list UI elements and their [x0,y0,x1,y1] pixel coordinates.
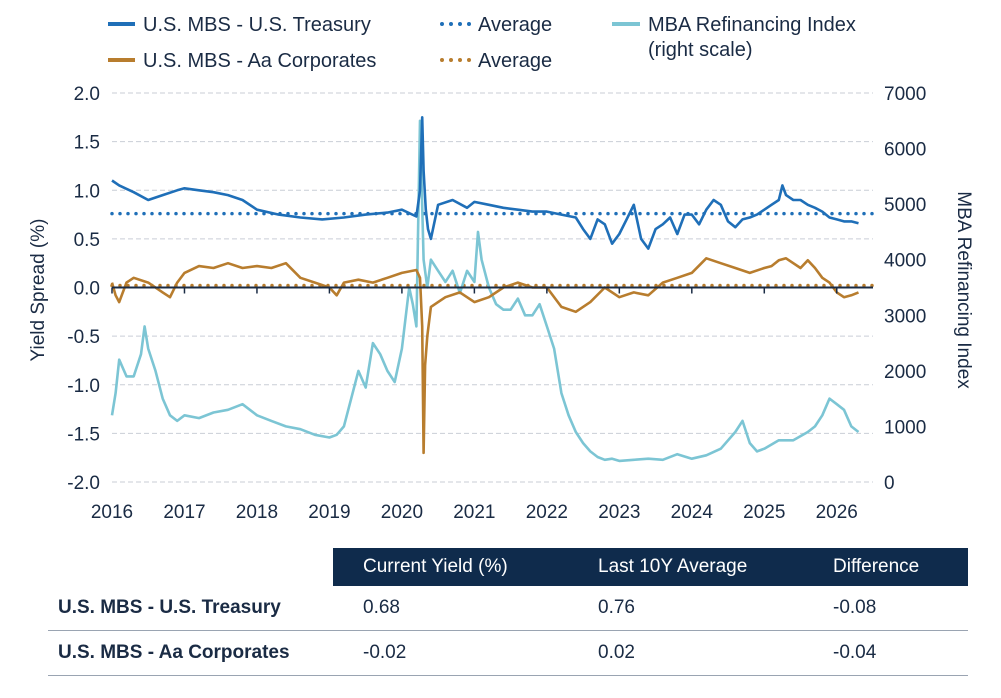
x-tick-label: 2019 [308,502,350,523]
x-tick-label: 2018 [236,502,278,523]
table-cell: 0.68 [333,586,568,631]
y2-tick-label: 2000 [884,362,926,383]
legend-label: U.S. MBS - Aa Corporates [143,50,376,72]
x-tick-label: 2017 [163,502,205,523]
y-tick-label: 1.5 [74,133,100,154]
y-tick-label: -1.5 [67,424,100,445]
legend-label: Average [478,14,552,36]
legend-item-refinancing-index: MBA Refinancing Index (right scale) [612,14,856,61]
y2-tick-label: 7000 [884,84,926,105]
y2-tick-label: 0 [884,473,895,494]
left-axis-ticks: 2.0 1.5 1.0 0.5 0.0 -0.5 -1.0 -1.5 -2.0 [67,84,100,494]
x-tick-label: 2022 [526,502,568,523]
table-cell: -0.08 [803,586,968,631]
x-axis-ticks: 2016 2017 2018 2019 2020 2021 2022 2023 2024 2025… [91,502,858,523]
corporates-spread-line [110,256,859,455]
chart: U.S. MBS - U.S. Treasury Average MBA Ref… [28,14,974,523]
legend: U.S. MBS - U.S. Treasury Average MBA Ref… [108,14,856,72]
refinancing-index-line [110,119,860,463]
y2-tick-label: 4000 [884,251,926,272]
x-tick-label: 2016 [91,502,133,523]
y-tick-label: 0.5 [74,230,100,251]
table-header: Current Yield (%) [333,548,568,586]
table-cell: -0.04 [803,630,968,676]
series-lines [110,116,860,463]
y2-tick-label: 3000 [884,306,926,327]
y2-tick-label: 1000 [884,417,926,438]
y2-tick-label: 6000 [884,140,926,161]
table-cell: 0.76 [568,586,803,631]
y-tick-label: -0.5 [67,327,100,348]
table-header-blank [48,548,333,586]
table-header: Difference [803,548,968,586]
legend-label: MBA Refinancing Index [648,14,856,36]
y-axis-title: Yield Spread (%) [28,219,49,362]
x-tick-label: 2024 [671,502,714,523]
right-axis-ticks: 7000 6000 5000 4000 3000 2000 1000 0 [884,84,926,494]
table-header-row: Current Yield (%) Last 10Y Average Diffe… [48,548,968,586]
row-label: U.S. MBS - Aa Corporates [48,630,333,676]
y2-tick-label: 5000 [884,195,926,216]
y-tick-label: -2.0 [67,473,100,494]
y2-axis-title: MBA Refinancing Index [953,191,974,389]
table-row: U.S. MBS - U.S. Treasury 0.68 0.76 -0.08 [48,586,968,631]
average-lines [110,211,875,288]
zero-axis [111,286,873,294]
table-cell: -0.02 [333,630,568,676]
legend-item-corporates: U.S. MBS - Aa Corporates [108,50,376,72]
legend-label: U.S. MBS - U.S. Treasury [143,14,371,36]
legend-item-treasury-average: Average [440,14,552,36]
x-tick-label: 2023 [598,502,640,523]
table-header: Last 10Y Average [568,548,803,586]
y-tick-label: 2.0 [74,84,100,105]
legend-label-secondary: (right scale) [648,39,752,61]
y-tick-label: 0.0 [74,279,100,300]
gridlines [112,92,873,483]
x-tick-label: 2025 [743,502,785,523]
y-tick-label: 1.0 [74,181,100,202]
y-tick-label: -1.0 [67,376,100,397]
comparison-table: Current Yield (%) Last 10Y Average Diffe… [48,548,968,676]
legend-item-treasury: U.S. MBS - U.S. Treasury [108,14,371,36]
x-tick-label: 2021 [453,502,495,523]
x-tick-label: 2020 [381,502,423,523]
table-row: U.S. MBS - Aa Corporates -0.02 0.02 -0.0… [48,630,968,676]
treasury-spread-line [111,116,859,250]
table-cell: 0.02 [568,630,803,676]
row-label: U.S. MBS - U.S. Treasury [48,586,333,631]
legend-label: Average [478,50,552,72]
legend-item-corporates-average: Average [440,50,552,72]
x-tick-label: 2026 [816,502,858,523]
